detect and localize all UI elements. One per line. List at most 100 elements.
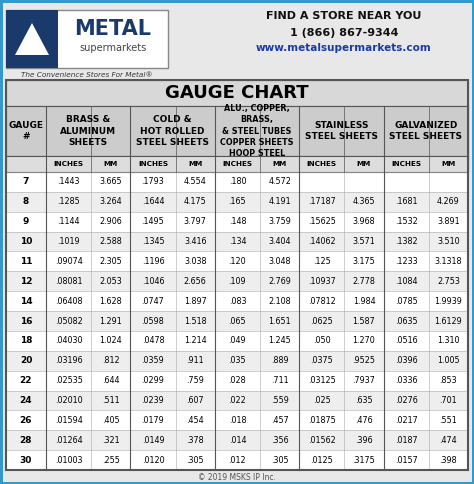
Text: .644: .644 xyxy=(102,376,119,385)
Text: .0276: .0276 xyxy=(395,396,418,405)
Text: 24: 24 xyxy=(20,396,32,405)
Text: 1.6129: 1.6129 xyxy=(435,317,462,326)
Text: .305: .305 xyxy=(186,455,204,465)
Text: .0120: .0120 xyxy=(142,455,164,465)
Text: .1382: .1382 xyxy=(395,237,418,246)
Text: .0375: .0375 xyxy=(310,356,333,365)
Polygon shape xyxy=(15,23,49,55)
Text: .02010: .02010 xyxy=(55,396,82,405)
Text: .356: .356 xyxy=(271,436,288,445)
Text: .1681: .1681 xyxy=(395,197,418,206)
Text: .607: .607 xyxy=(186,396,204,405)
Text: .120: .120 xyxy=(228,257,246,266)
Text: The Convenience Stores For Metal®: The Convenience Stores For Metal® xyxy=(21,72,153,78)
Text: .148: .148 xyxy=(228,217,246,226)
Bar xyxy=(6,351,468,371)
Text: .559: .559 xyxy=(271,396,289,405)
Text: .01003: .01003 xyxy=(55,455,82,465)
Bar xyxy=(6,212,468,232)
Text: 1.291: 1.291 xyxy=(100,317,122,326)
Text: .1443: .1443 xyxy=(57,178,80,186)
Text: 2.588: 2.588 xyxy=(100,237,122,246)
Text: .635: .635 xyxy=(355,396,373,405)
Text: .511: .511 xyxy=(102,396,119,405)
Text: .0747: .0747 xyxy=(142,297,164,305)
Text: supermarkets: supermarkets xyxy=(79,43,146,53)
Text: .9525: .9525 xyxy=(353,356,375,365)
Text: 2.108: 2.108 xyxy=(268,297,291,305)
Text: .1495: .1495 xyxy=(142,217,164,226)
Text: .0625: .0625 xyxy=(310,317,333,326)
Text: .0187: .0187 xyxy=(395,436,418,445)
Bar xyxy=(6,252,468,272)
Text: .025: .025 xyxy=(313,396,331,405)
Text: 4.269: 4.269 xyxy=(437,197,460,206)
Text: .396: .396 xyxy=(355,436,373,445)
Text: 9: 9 xyxy=(23,217,29,226)
Text: .889: .889 xyxy=(271,356,288,365)
Text: 2.753: 2.753 xyxy=(437,277,460,286)
Text: .018: .018 xyxy=(228,416,246,425)
Text: 28: 28 xyxy=(20,436,32,445)
Text: .028: .028 xyxy=(228,376,246,385)
Text: .711: .711 xyxy=(271,376,288,385)
Text: 14: 14 xyxy=(20,297,32,305)
Bar xyxy=(6,371,468,391)
Text: 20: 20 xyxy=(20,356,32,365)
Text: 1.651: 1.651 xyxy=(268,317,291,326)
Text: .1285: .1285 xyxy=(57,197,80,206)
Text: .04030: .04030 xyxy=(55,336,82,346)
Text: .3175: .3175 xyxy=(353,455,375,465)
Text: .01594: .01594 xyxy=(55,416,82,425)
Text: ALU., COPPER,
BRASS,
& STEEL TUBES
COPPER SHEETS
HOOP STEEL: ALU., COPPER, BRASS, & STEEL TUBES COPPE… xyxy=(220,104,294,158)
Text: .398: .398 xyxy=(439,455,457,465)
Bar xyxy=(6,172,468,192)
Text: 1.005: 1.005 xyxy=(437,356,460,365)
Text: .03196: .03196 xyxy=(55,356,82,365)
Text: 3.404: 3.404 xyxy=(268,237,291,246)
Text: 3.797: 3.797 xyxy=(184,217,207,226)
Text: INCHES: INCHES xyxy=(138,161,168,167)
Text: .125: .125 xyxy=(313,257,331,266)
Text: 11: 11 xyxy=(20,257,32,266)
Bar xyxy=(6,410,468,430)
Bar xyxy=(6,430,468,450)
Text: 18: 18 xyxy=(20,336,32,346)
Text: .1233: .1233 xyxy=(395,257,418,266)
Bar xyxy=(6,232,468,252)
Text: .0299: .0299 xyxy=(142,376,164,385)
Text: .1345: .1345 xyxy=(142,237,164,246)
Text: .01875: .01875 xyxy=(308,416,336,425)
Text: .454: .454 xyxy=(186,416,204,425)
Bar xyxy=(6,331,468,351)
Text: 1 (866) 867-9344: 1 (866) 867-9344 xyxy=(290,28,398,38)
Text: .0598: .0598 xyxy=(142,317,164,326)
Text: .0239: .0239 xyxy=(142,396,164,405)
Text: .022: .022 xyxy=(228,396,246,405)
Bar xyxy=(6,156,468,172)
Bar xyxy=(6,10,58,68)
Text: 4.554: 4.554 xyxy=(184,178,207,186)
Text: 1.518: 1.518 xyxy=(184,317,207,326)
Text: 4.365: 4.365 xyxy=(353,197,375,206)
Text: 2.906: 2.906 xyxy=(100,217,122,226)
Text: .08081: .08081 xyxy=(55,277,82,286)
Text: www.metalsupermarkets.com: www.metalsupermarkets.com xyxy=(256,43,432,53)
Text: 1.245: 1.245 xyxy=(268,336,291,346)
Text: © 2019 MSKS IP Inc.: © 2019 MSKS IP Inc. xyxy=(198,472,276,482)
Text: 3.1318: 3.1318 xyxy=(435,257,462,266)
Text: 1.214: 1.214 xyxy=(184,336,207,346)
Text: .255: .255 xyxy=(102,455,120,465)
Text: 1.310: 1.310 xyxy=(437,336,460,346)
Bar xyxy=(6,80,468,470)
Text: .02535: .02535 xyxy=(55,376,82,385)
Text: .476: .476 xyxy=(355,416,373,425)
Bar xyxy=(6,311,468,331)
Text: .911: .911 xyxy=(186,356,204,365)
Text: .0785: .0785 xyxy=(395,297,418,305)
Text: .1019: .1019 xyxy=(57,237,80,246)
Text: .05082: .05082 xyxy=(55,317,82,326)
Text: 2.656: 2.656 xyxy=(184,277,207,286)
Text: INCHES: INCHES xyxy=(391,161,421,167)
Text: MM: MM xyxy=(273,161,287,167)
